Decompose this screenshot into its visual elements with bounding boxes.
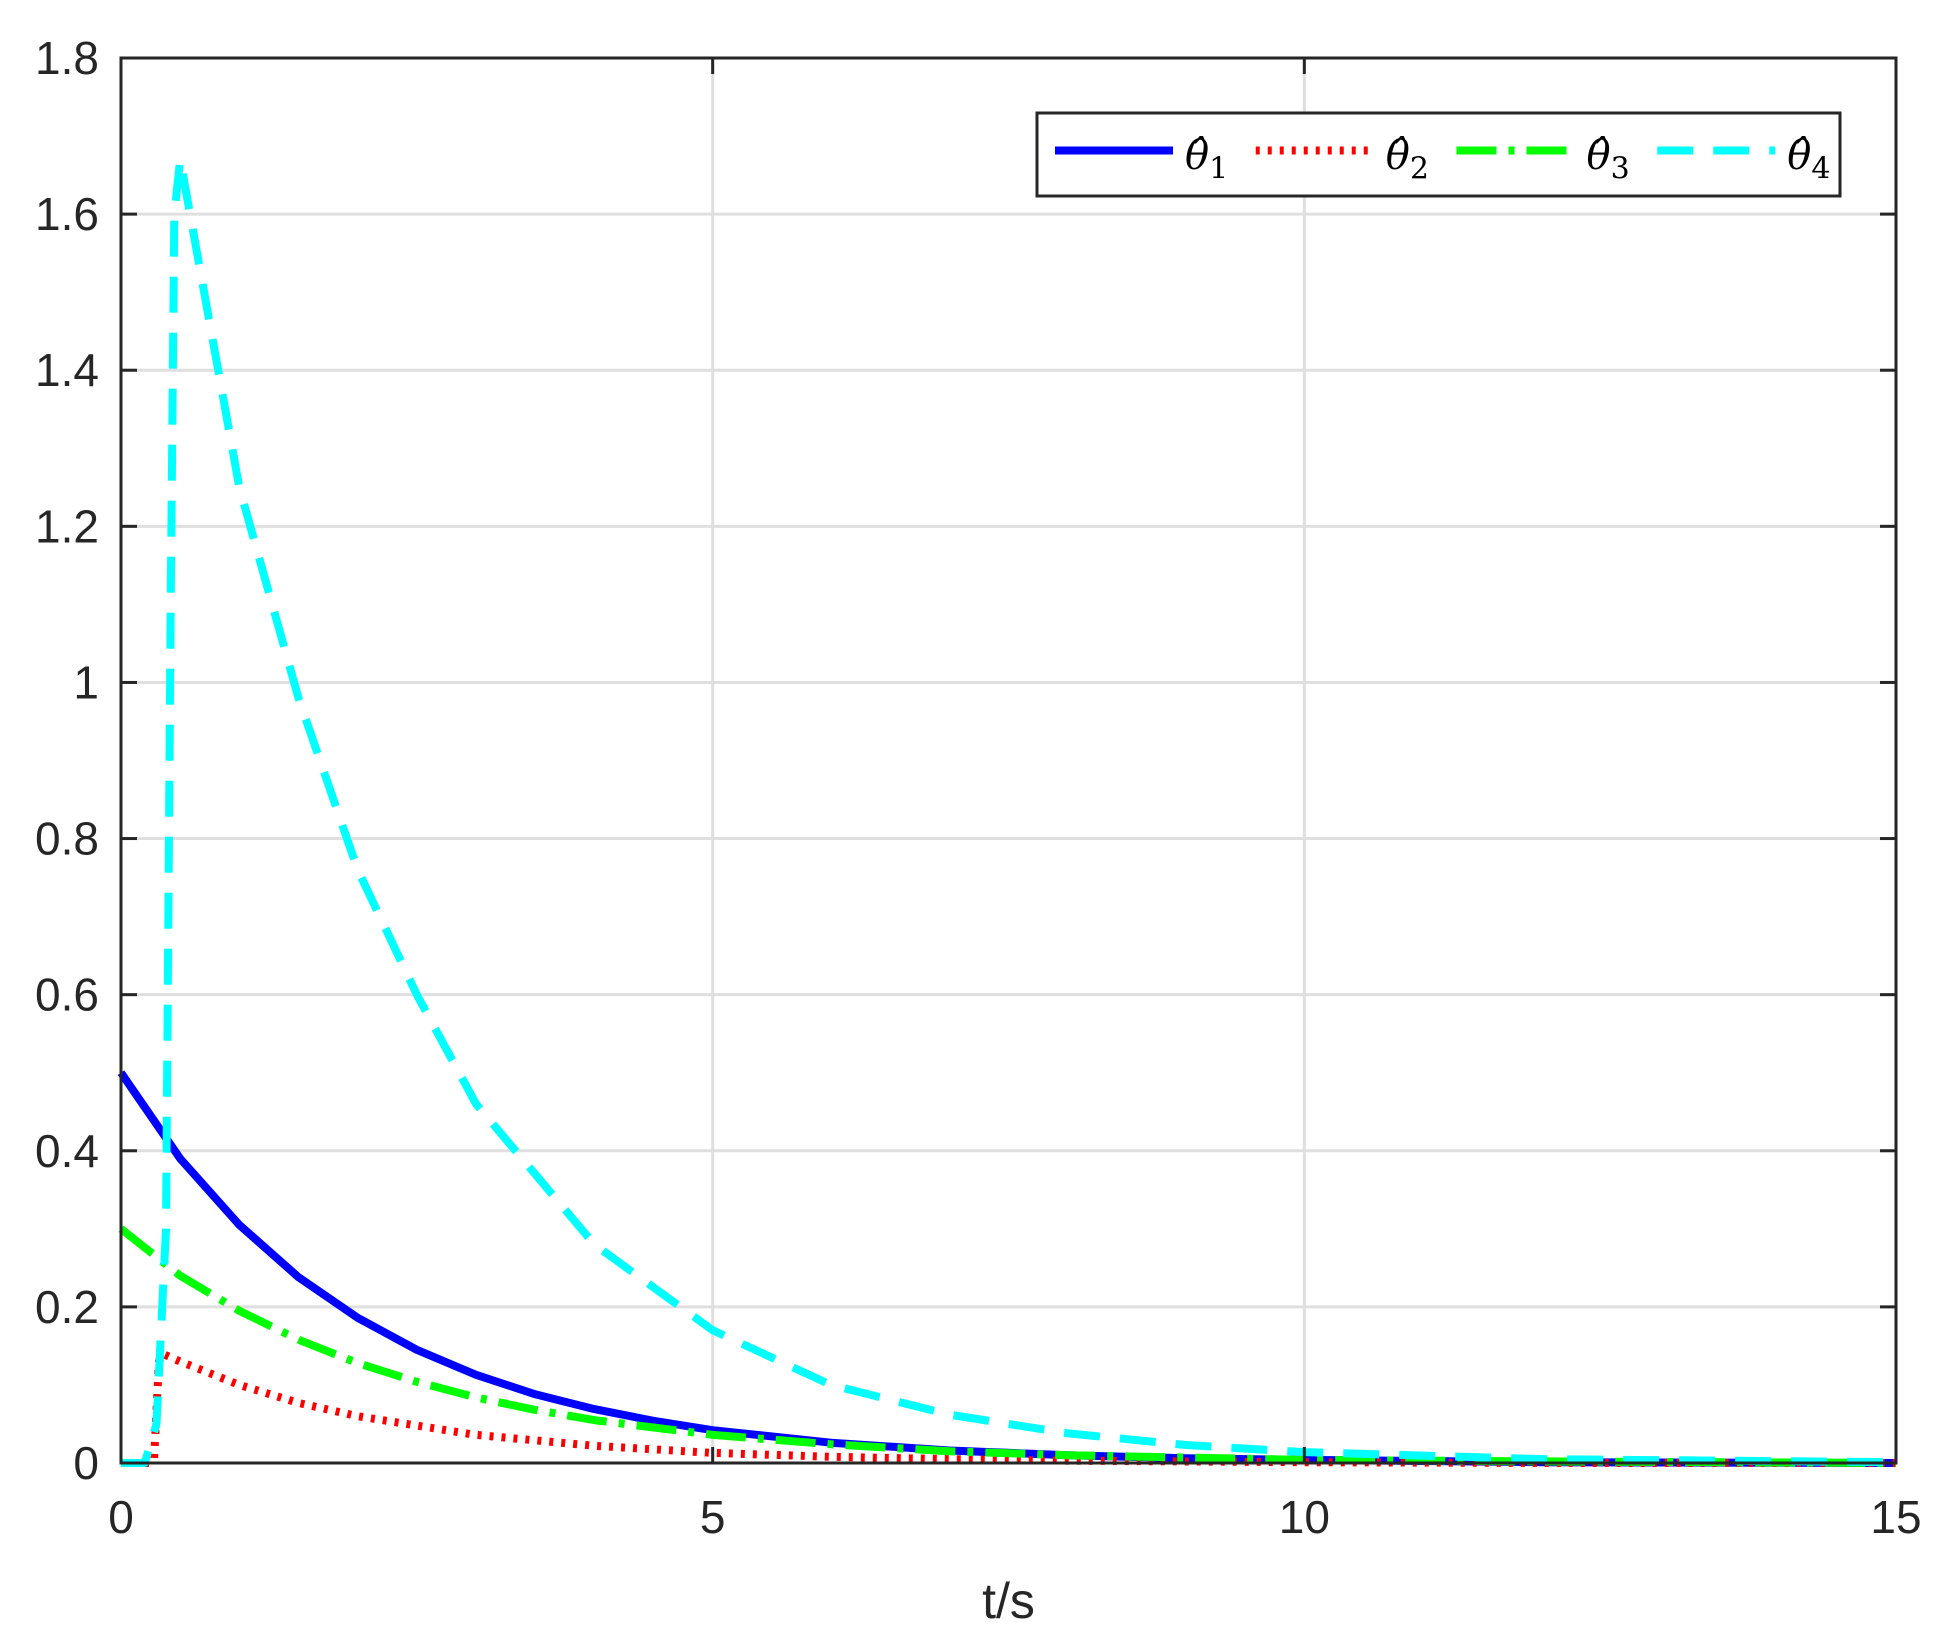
x-tick-label: 5 bbox=[700, 1491, 726, 1543]
legend-label-3: θ̂3 bbox=[1587, 133, 1630, 187]
series-line-4 bbox=[121, 155, 1897, 1467]
y-tick-label: 1.2 bbox=[35, 500, 99, 552]
y-tick-label: 0.6 bbox=[35, 969, 99, 1021]
series-line-3 bbox=[118, 1225, 1897, 1467]
series-layer bbox=[117, 155, 1897, 1467]
legend-label-4: θ̂4 bbox=[1787, 133, 1830, 187]
plot-area bbox=[121, 58, 1896, 1463]
y-tick-label: 0.8 bbox=[35, 813, 99, 865]
y-tick-label: 0 bbox=[73, 1437, 99, 1489]
y-tick-label: 0.2 bbox=[35, 1281, 99, 1333]
x-tick-label: 0 bbox=[108, 1491, 134, 1543]
x-axis-title: t/s bbox=[982, 1573, 1035, 1629]
y-tick-label: 1 bbox=[73, 656, 99, 708]
legend-label-2: θ̂2 bbox=[1386, 133, 1429, 187]
x-tick-label: 15 bbox=[1870, 1491, 1921, 1543]
y-tick-label: 1.6 bbox=[35, 188, 99, 240]
axes-box bbox=[119, 56, 1898, 1465]
y-tick-label: 0.4 bbox=[35, 1125, 99, 1177]
y-tick-label: 1.4 bbox=[35, 344, 99, 396]
x-tick-label: 10 bbox=[1279, 1491, 1330, 1543]
axes bbox=[119, 56, 1898, 1465]
tick-labels: 0 5 10 15 0 0.2 0.4 0.6 0.8 1 1.2 1.4 1.6 1.8 bbox=[35, 32, 1922, 1543]
legend-label-1: θ̂1 bbox=[1185, 133, 1228, 187]
y-tick-label: 1.8 bbox=[35, 32, 99, 84]
legend: θ̂1 θ̂2 θ̂3 θ̂4 bbox=[1035, 111, 1842, 198]
